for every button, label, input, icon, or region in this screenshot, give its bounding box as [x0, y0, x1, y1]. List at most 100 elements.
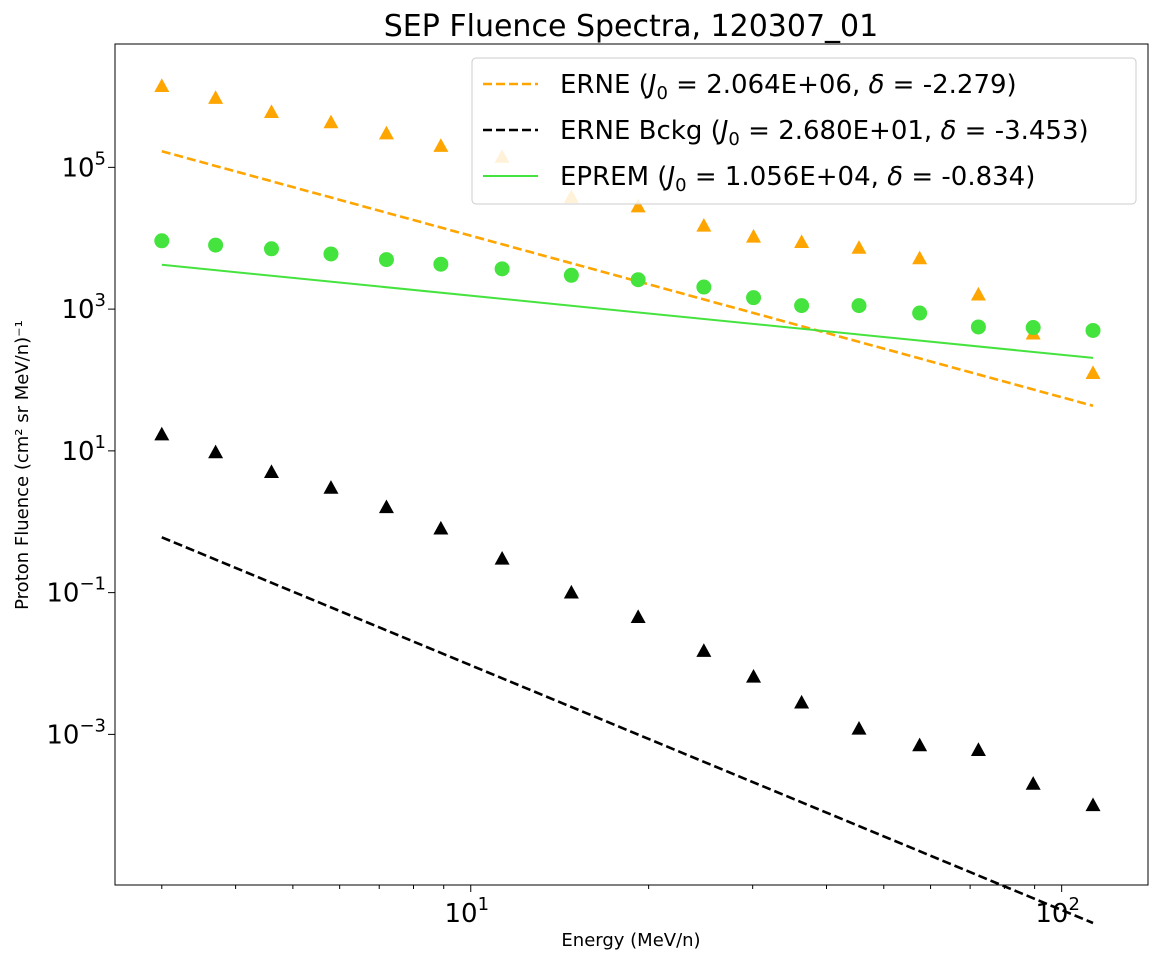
y-tick-exp: 1 — [95, 432, 106, 453]
legend-delta-text: = -2.279) — [884, 70, 1016, 100]
y-tick-exp: −3 — [79, 715, 106, 736]
data-point-series-2 — [851, 298, 867, 314]
y-tick-label: 10−1 — [46, 574, 106, 609]
y-tick-label: 10−3 — [46, 715, 106, 750]
x-tick-base: 10 — [444, 899, 477, 929]
legend-delta-text: = -3.453) — [956, 116, 1088, 146]
x-tick-base: 10 — [1035, 899, 1068, 929]
data-point-series-2 — [630, 272, 646, 288]
data-point-series-0 — [912, 250, 928, 265]
data-point-series-0 — [794, 234, 810, 249]
data-point-series-2 — [696, 279, 712, 295]
legend-delta-text: = -0.834) — [903, 162, 1035, 192]
legend-delta-symbol: δ — [940, 116, 956, 146]
data-point-series-0 — [433, 138, 449, 152]
data-point-series-1 — [1025, 776, 1041, 790]
legend-j0-text: = 2.680E+01, — [740, 116, 941, 146]
data-point-series-2 — [912, 305, 928, 321]
x-axis-label: Energy (MeV/n) — [561, 930, 700, 951]
data-point-series-1 — [323, 480, 339, 494]
data-point-series-2 — [1025, 320, 1041, 336]
data-point-series-0 — [1085, 365, 1101, 379]
y-tick-label: 103 — [61, 290, 106, 325]
data-point-series-1 — [794, 694, 810, 709]
x-tick-exp: 1 — [478, 894, 489, 915]
data-point-series-1 — [378, 499, 394, 514]
data-point-series-0 — [970, 286, 986, 301]
data-point-series-2 — [323, 246, 339, 262]
legend-j-subscript: 0 — [728, 129, 739, 150]
legend-j-subscript: 0 — [675, 175, 686, 196]
legend-delta-symbol: δ — [887, 162, 903, 192]
y-tick-exp: −1 — [79, 574, 106, 595]
data-point-series-1 — [494, 551, 510, 565]
data-point-series-2 — [154, 233, 170, 249]
y-tick-base: 10 — [61, 153, 94, 183]
data-point-series-2 — [563, 267, 579, 283]
data-point-series-2 — [208, 237, 224, 253]
data-point-series-0 — [630, 198, 646, 213]
legend-j-subscript: 0 — [656, 83, 667, 104]
data-point-series-0 — [696, 217, 712, 232]
fit-line-series-0 — [161, 149, 1094, 408]
y-tick-label: 105 — [61, 148, 106, 183]
y-tick-base: 10 — [46, 579, 79, 609]
data-point-series-0 — [263, 104, 279, 119]
plot-area — [154, 78, 1101, 925]
data-point-series-0 — [378, 125, 394, 140]
data-point-series-0 — [323, 114, 339, 129]
x-tick-exp: 2 — [1068, 894, 1079, 915]
legend-series-name: ERNE ( — [560, 70, 649, 100]
data-point-series-1 — [208, 444, 224, 459]
fit-line-series-1 — [161, 536, 1094, 925]
data-point-series-1 — [263, 464, 279, 479]
legend-entry: EPREM (J0 = 1.056E+04, δ = -0.834) — [560, 162, 1035, 196]
y-tick-base: 10 — [46, 720, 79, 750]
y-axis-label-text: Proton Fluence (cm² sr MeV/n)⁻¹ — [12, 320, 33, 610]
y-tick-exp: 3 — [95, 290, 106, 311]
y-axis-label: Proton Fluence (cm² sr MeV/n)⁻¹ — [12, 320, 33, 610]
legend-box — [471, 57, 1137, 205]
data-point-series-0 — [746, 228, 762, 243]
legend-delta-symbol: δ — [868, 70, 884, 100]
y-tick-exp: 5 — [95, 148, 106, 169]
y-tick-base: 10 — [61, 437, 94, 467]
legend: ERNE (J0 = 2.064E+06, δ = -2.279) ERNE Bc… — [471, 57, 1137, 205]
x-tick-label: 101 — [444, 894, 489, 929]
legend-entry: ERNE (J0 = 2.064E+06, δ = -2.279) — [560, 70, 1017, 104]
data-point-series-1 — [912, 737, 928, 752]
data-point-series-1 — [630, 609, 646, 624]
legend-j0-text: = 2.064E+06, — [668, 70, 869, 100]
legend-series-name: ERNE Bckg ( — [560, 116, 721, 146]
data-point-series-0 — [851, 240, 867, 254]
data-point-series-2 — [970, 319, 986, 335]
plot-frame — [114, 43, 1149, 886]
data-point-series-1 — [970, 742, 986, 756]
x-tick-label: 102 — [1035, 894, 1080, 929]
y-tick-label: 101 — [61, 432, 106, 467]
data-point-series-1 — [851, 720, 867, 735]
data-point-series-1 — [746, 668, 762, 683]
data-point-series-0 — [208, 90, 224, 104]
data-point-series-1 — [1085, 797, 1101, 812]
data-point-series-0 — [154, 78, 170, 92]
fit-line-series-2 — [161, 263, 1094, 359]
legend-j0-text: = 1.056E+04, — [687, 162, 888, 192]
data-point-series-2 — [494, 261, 510, 277]
data-point-series-2 — [794, 298, 810, 314]
data-point-series-2 — [746, 290, 762, 306]
data-point-series-1 — [563, 584, 579, 599]
data-point-series-2 — [263, 241, 279, 257]
y-tick-base: 10 — [61, 295, 94, 325]
data-point-series-1 — [433, 520, 449, 535]
data-point-series-2 — [378, 252, 394, 268]
legend-series-name: EPREM ( — [560, 162, 667, 192]
data-point-series-2 — [433, 256, 449, 272]
legend-entry: ERNE Bckg (J0 = 2.680E+01, δ = -3.453) — [560, 116, 1089, 150]
chart-title: SEP Fluence Spectra, 120307_01 — [384, 9, 878, 44]
data-point-series-2 — [1085, 322, 1101, 338]
data-point-series-1 — [154, 426, 170, 441]
data-point-series-1 — [696, 643, 712, 657]
